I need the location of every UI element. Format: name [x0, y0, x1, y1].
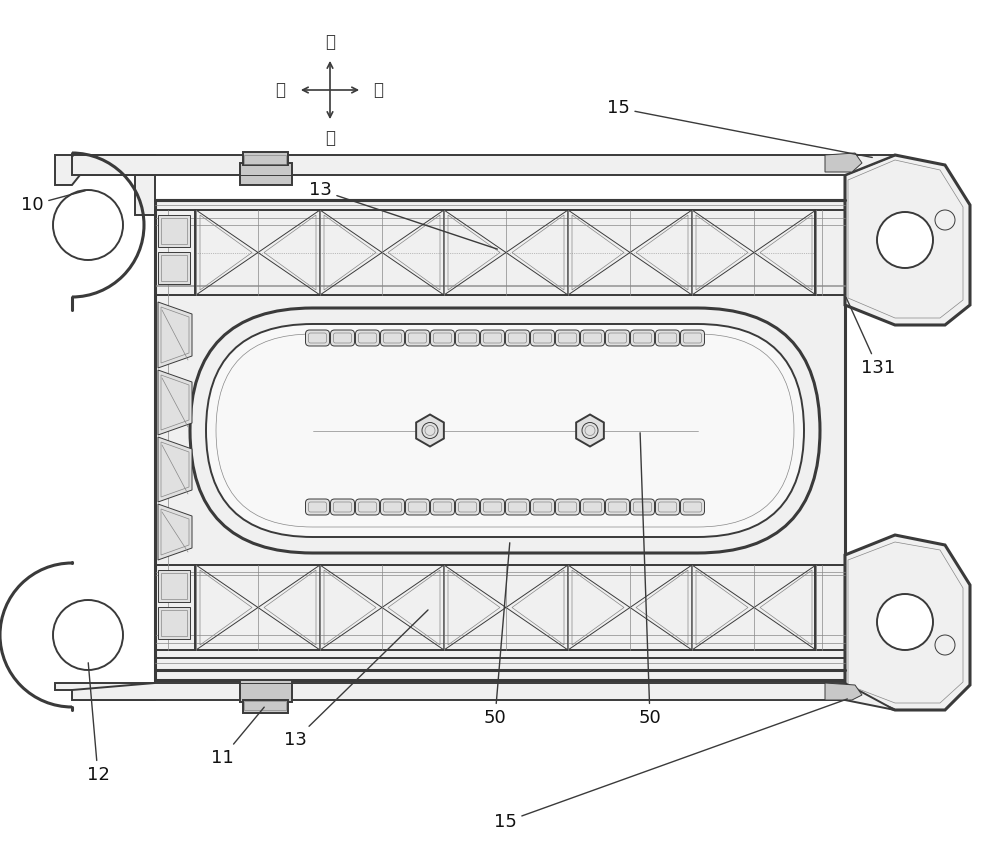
- Bar: [158, 570, 190, 602]
- Circle shape: [877, 594, 933, 650]
- FancyBboxPatch shape: [656, 499, 680, 515]
- Bar: [243, 152, 288, 165]
- FancyBboxPatch shape: [631, 499, 654, 515]
- Polygon shape: [825, 683, 862, 700]
- Bar: [240, 680, 292, 702]
- Polygon shape: [158, 504, 192, 560]
- FancyBboxPatch shape: [631, 330, 654, 346]
- Text: 10: 10: [21, 191, 85, 214]
- FancyBboxPatch shape: [356, 330, 380, 346]
- Bar: [161, 218, 187, 244]
- Bar: [244, 701, 286, 710]
- Circle shape: [53, 190, 123, 260]
- FancyBboxPatch shape: [306, 499, 330, 515]
- FancyBboxPatch shape: [190, 308, 820, 553]
- FancyBboxPatch shape: [556, 499, 580, 515]
- FancyBboxPatch shape: [680, 499, 704, 515]
- Circle shape: [877, 212, 933, 268]
- Bar: [161, 573, 187, 599]
- Bar: [158, 607, 190, 639]
- Polygon shape: [72, 155, 155, 215]
- Bar: [240, 163, 292, 185]
- Bar: [161, 255, 187, 281]
- Text: 前: 前: [275, 81, 285, 99]
- Polygon shape: [825, 153, 862, 172]
- FancyBboxPatch shape: [530, 499, 554, 515]
- FancyBboxPatch shape: [430, 499, 454, 515]
- Text: 131: 131: [846, 297, 895, 377]
- FancyBboxPatch shape: [506, 330, 530, 346]
- FancyBboxPatch shape: [480, 330, 505, 346]
- FancyBboxPatch shape: [356, 499, 380, 515]
- Polygon shape: [55, 683, 155, 700]
- Text: 左: 左: [325, 129, 335, 147]
- Polygon shape: [55, 155, 155, 185]
- FancyBboxPatch shape: [380, 330, 404, 346]
- Bar: [244, 155, 286, 164]
- FancyBboxPatch shape: [606, 499, 630, 515]
- FancyBboxPatch shape: [206, 324, 804, 537]
- FancyBboxPatch shape: [456, 330, 480, 346]
- Polygon shape: [72, 683, 895, 710]
- FancyBboxPatch shape: [330, 499, 354, 515]
- FancyBboxPatch shape: [656, 330, 680, 346]
- Text: 11: 11: [211, 707, 264, 767]
- Text: 15: 15: [607, 99, 872, 157]
- FancyBboxPatch shape: [406, 499, 430, 515]
- Text: 右: 右: [325, 33, 335, 51]
- FancyBboxPatch shape: [580, 330, 604, 346]
- Polygon shape: [576, 415, 604, 447]
- FancyBboxPatch shape: [406, 330, 430, 346]
- FancyBboxPatch shape: [480, 499, 505, 515]
- Bar: [158, 252, 190, 284]
- FancyBboxPatch shape: [456, 499, 480, 515]
- Text: 50: 50: [639, 433, 661, 727]
- Bar: [161, 610, 187, 636]
- Bar: [155, 200, 845, 680]
- FancyBboxPatch shape: [430, 330, 454, 346]
- Text: 50: 50: [484, 543, 510, 727]
- Polygon shape: [158, 302, 192, 368]
- FancyBboxPatch shape: [530, 330, 554, 346]
- Polygon shape: [845, 155, 970, 325]
- FancyBboxPatch shape: [506, 499, 530, 515]
- FancyBboxPatch shape: [680, 330, 704, 346]
- Text: 15: 15: [494, 699, 847, 831]
- Text: 13: 13: [309, 181, 497, 249]
- Text: 12: 12: [87, 663, 109, 784]
- Circle shape: [53, 600, 123, 670]
- FancyBboxPatch shape: [556, 330, 580, 346]
- Bar: [158, 215, 190, 247]
- Polygon shape: [158, 437, 192, 502]
- Polygon shape: [416, 415, 444, 447]
- FancyBboxPatch shape: [306, 330, 330, 346]
- FancyBboxPatch shape: [330, 330, 354, 346]
- Polygon shape: [72, 155, 895, 175]
- Text: 13: 13: [284, 610, 428, 749]
- Bar: [243, 700, 288, 713]
- FancyBboxPatch shape: [580, 499, 604, 515]
- FancyBboxPatch shape: [380, 499, 404, 515]
- Polygon shape: [158, 370, 192, 435]
- Polygon shape: [845, 535, 970, 710]
- Text: 后: 后: [373, 81, 383, 99]
- FancyBboxPatch shape: [606, 330, 630, 346]
